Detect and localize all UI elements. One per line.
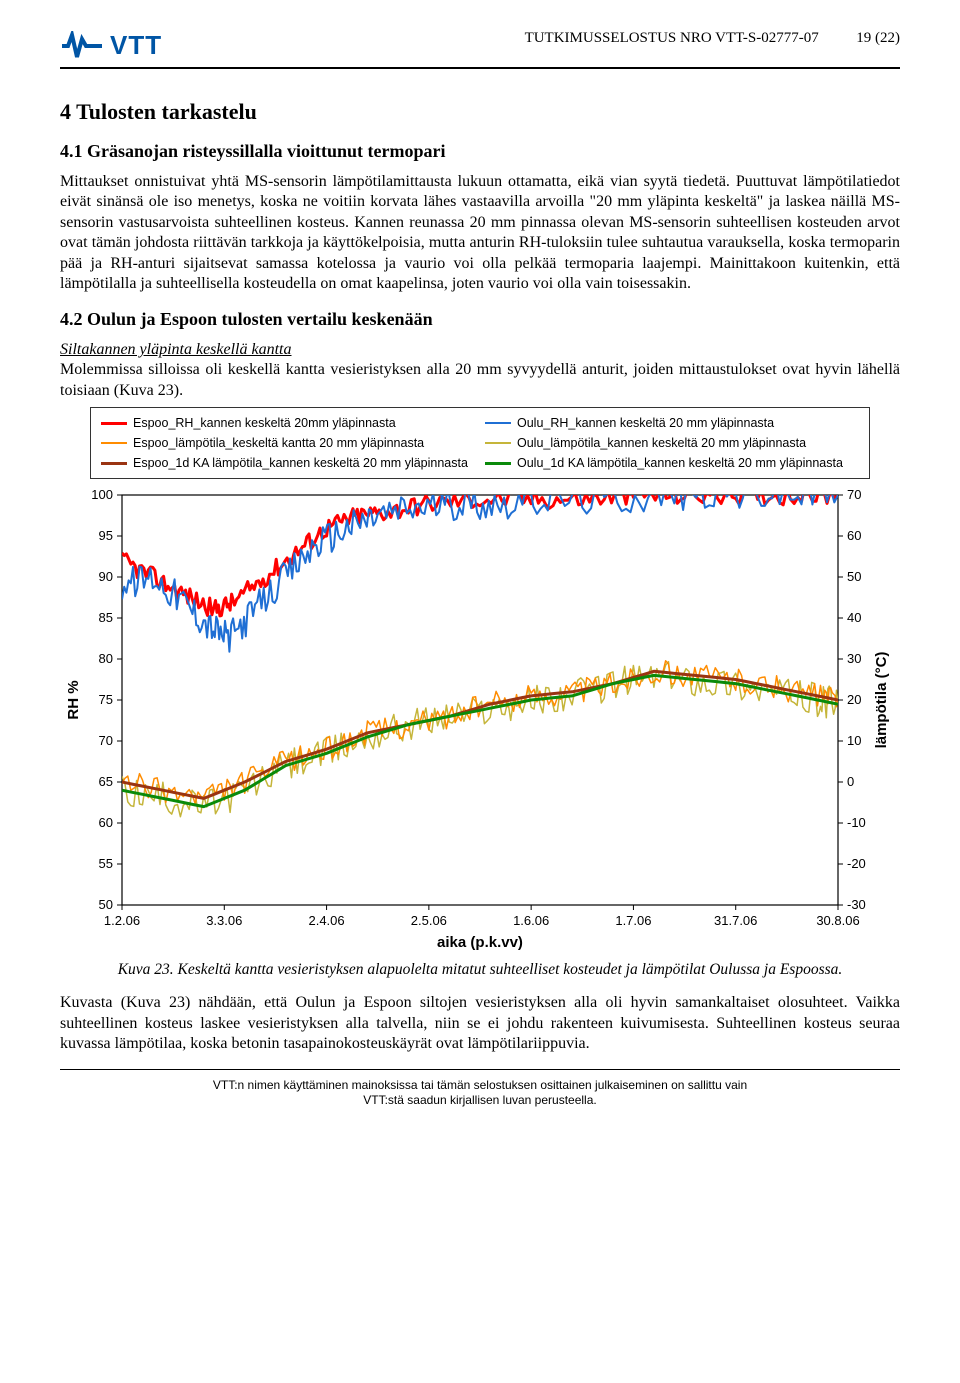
svg-text:0: 0 xyxy=(847,774,854,789)
legend-swatch xyxy=(101,442,127,444)
svg-text:30: 30 xyxy=(847,651,861,666)
svg-text:10: 10 xyxy=(847,733,861,748)
footer-line-2: VTT:stä saadun kirjallisen luvan peruste… xyxy=(363,1093,596,1107)
legend-item: Espoo_1d KA lämpötila_kannen keskeltä 20… xyxy=(101,456,475,470)
header-rule xyxy=(60,67,900,69)
svg-text:70: 70 xyxy=(847,487,861,502)
svg-text:55: 55 xyxy=(99,856,113,871)
svg-text:-10: -10 xyxy=(847,815,866,830)
svg-text:-20: -20 xyxy=(847,856,866,871)
page-footer: VTT:n nimen käyttäminen mainoksissa tai … xyxy=(60,1078,900,1109)
svg-text:-30: -30 xyxy=(847,897,866,912)
legend-item: Oulu_1d KA lämpötila_kannen keskeltä 20 … xyxy=(485,456,859,470)
legend-label: Espoo_lämpötila_keskeltä kantta 20 mm yl… xyxy=(133,436,424,450)
para-after-chart: Kuvasta (Kuva 23) nähdään, että Oulun ja… xyxy=(60,993,900,1054)
legend-label: Oulu_lämpötila_kannen keskeltä 20 mm ylä… xyxy=(517,436,806,450)
legend-label: Espoo_1d KA lämpötila_kannen keskeltä 20… xyxy=(133,456,468,470)
section-4-2-heading: 4.2 Oulun ja Espoon tulosten vertailu ke… xyxy=(60,309,900,330)
legend-label: Oulu_1d KA lämpötila_kannen keskeltä 20 … xyxy=(517,456,843,470)
page-header: VTT TUTKIMUSSELOSTUS NRO VTT-S-02777-07 … xyxy=(60,30,900,61)
legend-swatch xyxy=(101,462,127,465)
svg-text:40: 40 xyxy=(847,610,861,625)
legend-swatch xyxy=(485,462,511,465)
svg-text:2.4.06: 2.4.06 xyxy=(308,913,344,928)
svg-text:1.6.06: 1.6.06 xyxy=(513,913,549,928)
svg-text:65: 65 xyxy=(99,774,113,789)
svg-text:100: 100 xyxy=(91,487,113,502)
svg-text:50: 50 xyxy=(847,569,861,584)
svg-text:60: 60 xyxy=(99,815,113,830)
doc-title: TUTKIMUSSELOSTUS NRO VTT-S-02777-07 19 (… xyxy=(162,30,900,47)
legend-label: Oulu_RH_kannen keskeltä 20 mm yläpinnast… xyxy=(517,416,774,430)
para-4-1: Mittaukset onnistuivat yhtä MS-sensorin … xyxy=(60,172,900,295)
svg-text:60: 60 xyxy=(847,528,861,543)
legend-swatch xyxy=(485,442,511,444)
svg-text:90: 90 xyxy=(99,569,113,584)
svg-text:85: 85 xyxy=(99,610,113,625)
svg-text:lämpötila (°C): lämpötila (°C) xyxy=(873,652,890,749)
svg-text:30.8.06: 30.8.06 xyxy=(816,913,859,928)
para-4-2-body: Molemmissa silloissa oli keskellä kantta… xyxy=(60,361,900,398)
footer-rule xyxy=(60,1069,900,1070)
legend-item: Oulu_lämpötila_kannen keskeltä 20 mm ylä… xyxy=(485,436,859,450)
chart-legend: Espoo_RH_kannen keskeltä 20mm yläpinnast… xyxy=(90,407,870,479)
legend-item: Espoo_lämpötila_keskeltä kantta 20 mm yl… xyxy=(101,436,475,450)
subheading-4-2: Siltakannen yläpinta keskellä kantta xyxy=(60,341,292,358)
svg-text:50: 50 xyxy=(99,897,113,912)
svg-text:95: 95 xyxy=(99,528,113,543)
para-4-2-intro: Siltakannen yläpinta keskellä kantta Mol… xyxy=(60,340,900,401)
legend-item: Espoo_RH_kannen keskeltä 20mm yläpinnast… xyxy=(101,416,475,430)
svg-text:3.3.06: 3.3.06 xyxy=(206,913,242,928)
svg-text:20: 20 xyxy=(847,692,861,707)
page-number: 19 (22) xyxy=(856,30,900,46)
svg-text:2.5.06: 2.5.06 xyxy=(411,913,447,928)
footer-line-1: VTT:n nimen käyttäminen mainoksissa tai … xyxy=(213,1078,747,1092)
chart-figure-23: 50 55 60 65 70 75 80 85 90 95 100 -30 -20 -10 0 10 20 30 4… xyxy=(60,485,900,955)
section-4-1-heading: 4.1 Gräsanojan risteyssillalla vioittunu… xyxy=(60,141,900,162)
svg-text:80: 80 xyxy=(99,651,113,666)
section-4-heading: 4 Tulosten tarkastelu xyxy=(60,99,900,125)
svg-text:31.7.06: 31.7.06 xyxy=(714,913,757,928)
figure-23-caption: Kuva 23. Keskeltä kantta vesieristyksen … xyxy=(60,961,900,979)
svg-text:RH %: RH % xyxy=(65,681,82,720)
wave-icon xyxy=(60,31,104,61)
svg-text:aika (p.k.vv): aika (p.k.vv) xyxy=(437,934,523,951)
legend-item: Oulu_RH_kannen keskeltä 20 mm yläpinnast… xyxy=(485,416,859,430)
svg-text:70: 70 xyxy=(99,733,113,748)
legend-label: Espoo_RH_kannen keskeltä 20mm yläpinnast… xyxy=(133,416,396,430)
logo-text: VTT xyxy=(110,30,162,61)
svg-text:75: 75 xyxy=(99,692,113,707)
svg-text:1.7.06: 1.7.06 xyxy=(615,913,651,928)
svg-text:1.2.06: 1.2.06 xyxy=(104,913,140,928)
vtt-logo: VTT xyxy=(60,30,162,61)
doc-title-text: TUTKIMUSSELOSTUS NRO VTT-S-02777-07 xyxy=(525,30,819,46)
legend-swatch xyxy=(485,422,511,424)
legend-swatch xyxy=(101,422,127,425)
